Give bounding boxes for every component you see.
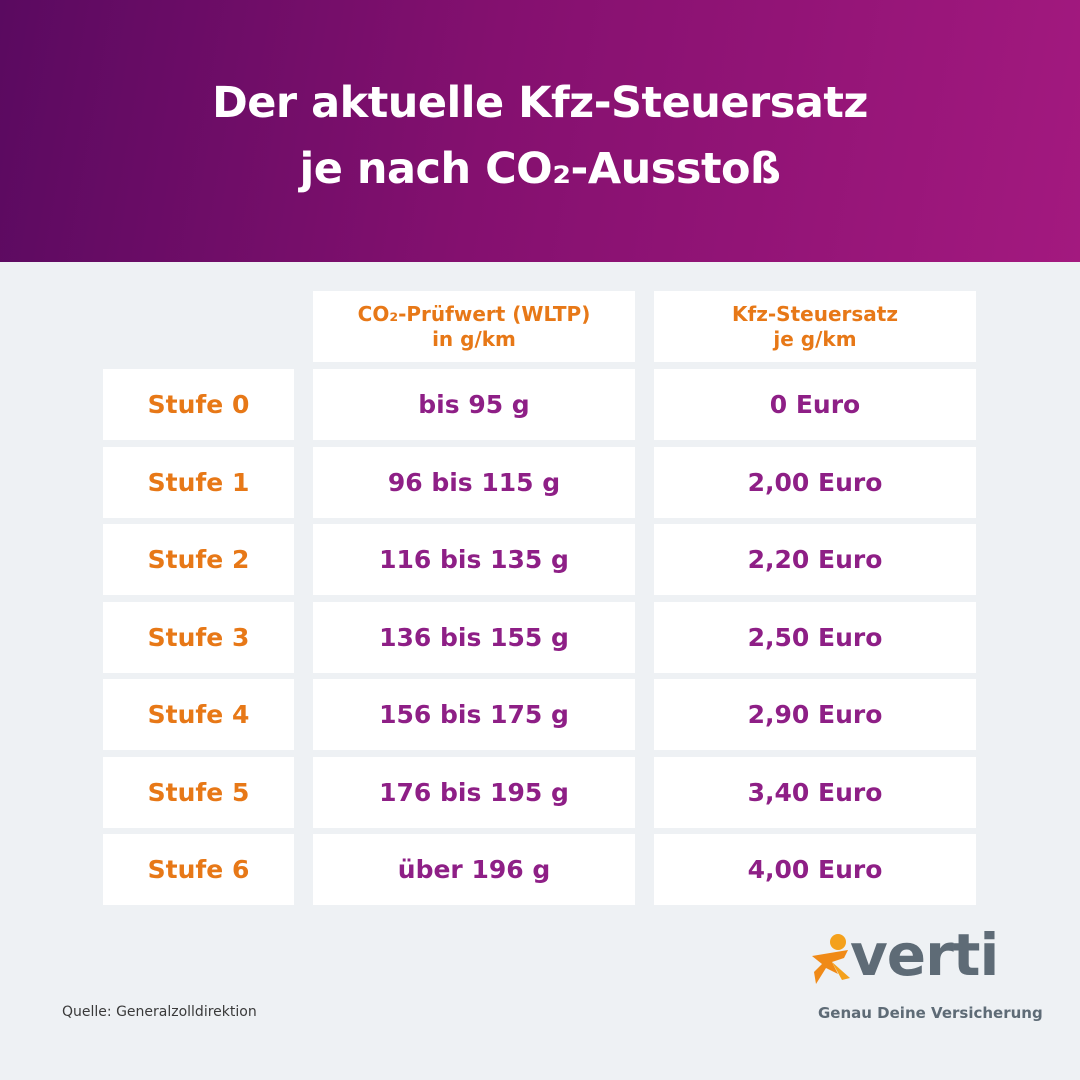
co2-range-cell: 136 bis 155 g: [313, 602, 635, 673]
header-banner: Der aktuelle Kfz-Steuersatz je nach CO₂-…: [0, 0, 1080, 262]
stufe-label-cell: Stufe 1: [103, 447, 294, 518]
co2-range-cell: über 196 g: [313, 834, 635, 905]
column-header-tax: Kfz-Steuersatz je g/km: [654, 291, 976, 362]
column-header-tax-line2: je g/km: [773, 326, 857, 351]
title-line-2: je nach CO₂-Ausstoß: [299, 144, 781, 194]
co2-range-cell: 176 bis 195 g: [313, 757, 635, 828]
co2-range: 136 bis 155 g: [379, 623, 569, 652]
tax-rate-cell: 2,20 Euro: [654, 524, 976, 595]
co2-range: über 196 g: [397, 855, 551, 884]
tax-rate: 0 Euro: [769, 390, 861, 419]
brand-wordmark: verti: [850, 921, 999, 989]
stufe-label-cell: Stufe 6: [103, 834, 294, 905]
column-header-tax-line1: Kfz-Steuersatz: [732, 301, 898, 326]
co2-range: 156 bis 175 g: [379, 700, 569, 729]
co2-range-cell: 96 bis 115 g: [313, 447, 635, 518]
column-header-co2-line1: CO₂-Prüfwert (WLTP): [357, 301, 591, 326]
verti-logo: verti: [808, 921, 1023, 998]
tax-rate-cell: 2,00 Euro: [654, 447, 976, 518]
stufe-label: Stufe 2: [147, 545, 250, 574]
brand-tagline: Genau Deine Versicherung: [818, 1004, 1043, 1022]
page-title: Der aktuelle Kfz-Steuersatz je nach CO₂-…: [0, 70, 1080, 202]
co2-range: 116 bis 135 g: [379, 545, 569, 574]
source-note: Quelle: Generalzolldirektion: [62, 1004, 257, 1020]
tax-rate-cell: 0 Euro: [654, 369, 976, 440]
stufe-label-cell: Stufe 0: [103, 369, 294, 440]
stufe-label-cell: Stufe 4: [103, 679, 294, 750]
tax-rate: 2,90 Euro: [747, 700, 883, 729]
tax-rate: 2,00 Euro: [747, 468, 883, 497]
co2-range-cell: 116 bis 135 g: [313, 524, 635, 595]
title-line-1: Der aktuelle Kfz-Steuersatz: [212, 78, 868, 128]
column-header-co2-line2: in g/km: [432, 326, 516, 351]
tax-rate: 4,00 Euro: [747, 855, 883, 884]
tax-rate-cell: 2,90 Euro: [654, 679, 976, 750]
column-header-co2: CO₂-Prüfwert (WLTP) in g/km: [313, 291, 635, 362]
tax-rate: 3,40 Euro: [747, 778, 883, 807]
stufe-label: Stufe 4: [147, 700, 250, 729]
stufe-label: Stufe 5: [147, 778, 250, 807]
stufe-label: Stufe 3: [147, 623, 250, 652]
stufe-label-cell: Stufe 2: [103, 524, 294, 595]
co2-range: bis 95 g: [418, 390, 530, 419]
co2-range: 176 bis 195 g: [379, 778, 569, 807]
stufe-label: Stufe 0: [147, 390, 250, 419]
stufe-label: Stufe 1: [147, 468, 250, 497]
co2-range-cell: 156 bis 175 g: [313, 679, 635, 750]
stufe-label-cell: Stufe 3: [103, 602, 294, 673]
co2-range-cell: bis 95 g: [313, 369, 635, 440]
co2-range: 96 bis 115 g: [387, 468, 561, 497]
tax-rate: 2,50 Euro: [747, 623, 883, 652]
stufe-label: Stufe 6: [147, 855, 250, 884]
tax-rate: 2,20 Euro: [747, 545, 883, 574]
stufe-label-cell: Stufe 5: [103, 757, 294, 828]
tax-rate-cell: 4,00 Euro: [654, 834, 976, 905]
tax-rate-cell: 3,40 Euro: [654, 757, 976, 828]
tax-rate-cell: 2,50 Euro: [654, 602, 976, 673]
star-figure-icon: [812, 934, 850, 984]
